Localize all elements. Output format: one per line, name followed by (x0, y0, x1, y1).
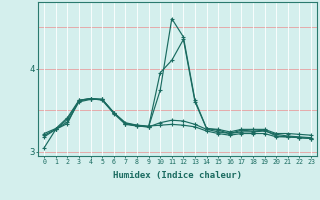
X-axis label: Humidex (Indice chaleur): Humidex (Indice chaleur) (113, 171, 242, 180)
